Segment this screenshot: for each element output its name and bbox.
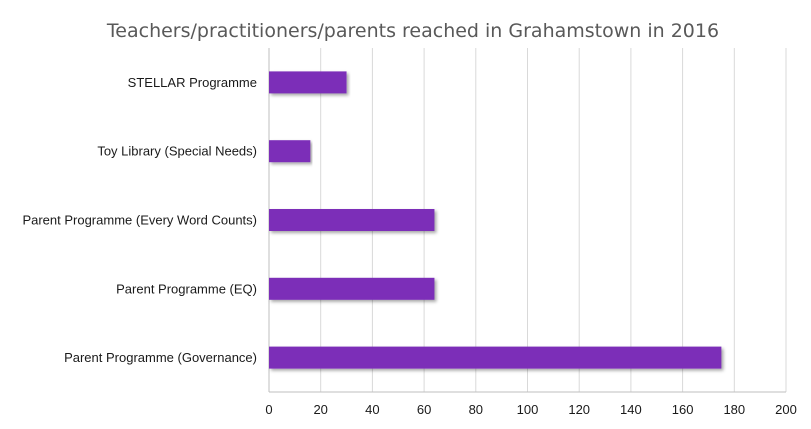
bar-3 — [269, 277, 435, 300]
x-tick-label: 40 — [365, 402, 379, 417]
x-tick-label: 180 — [723, 402, 745, 417]
bar-0 — [269, 71, 347, 94]
category-labels: STELLAR Programme Toy Library (Special Ne… — [22, 75, 257, 365]
bar-4 — [269, 346, 722, 369]
x-tick-label: 60 — [417, 402, 431, 417]
category-label: Parent Programme (Every Word Counts) — [22, 213, 257, 228]
bar-2 — [269, 209, 435, 231]
x-tick-label: 80 — [469, 402, 483, 417]
category-label: Parent Programme (Governance) — [64, 350, 257, 365]
x-tick-label: 120 — [568, 402, 590, 417]
x-tick-label: 160 — [672, 402, 694, 417]
category-label: STELLAR Programme — [128, 75, 257, 90]
x-tick-label: 20 — [313, 402, 327, 417]
x-tick-label: 140 — [620, 402, 642, 417]
chart-title: Teachers/practitioners/parents reached i… — [106, 20, 719, 42]
x-tick-labels: 0 20 40 60 80 100 120 140 160 180 200 — [265, 402, 796, 417]
gridlines — [268, 48, 787, 393]
x-tick-label: 100 — [517, 402, 539, 417]
bar-1 — [269, 140, 311, 163]
bars — [269, 71, 722, 369]
category-label: Parent Programme (EQ) — [116, 281, 257, 296]
x-tick-label: 0 — [265, 402, 272, 417]
x-tick-label: 200 — [775, 402, 797, 417]
category-label: Toy Library (Special Needs) — [97, 144, 257, 159]
